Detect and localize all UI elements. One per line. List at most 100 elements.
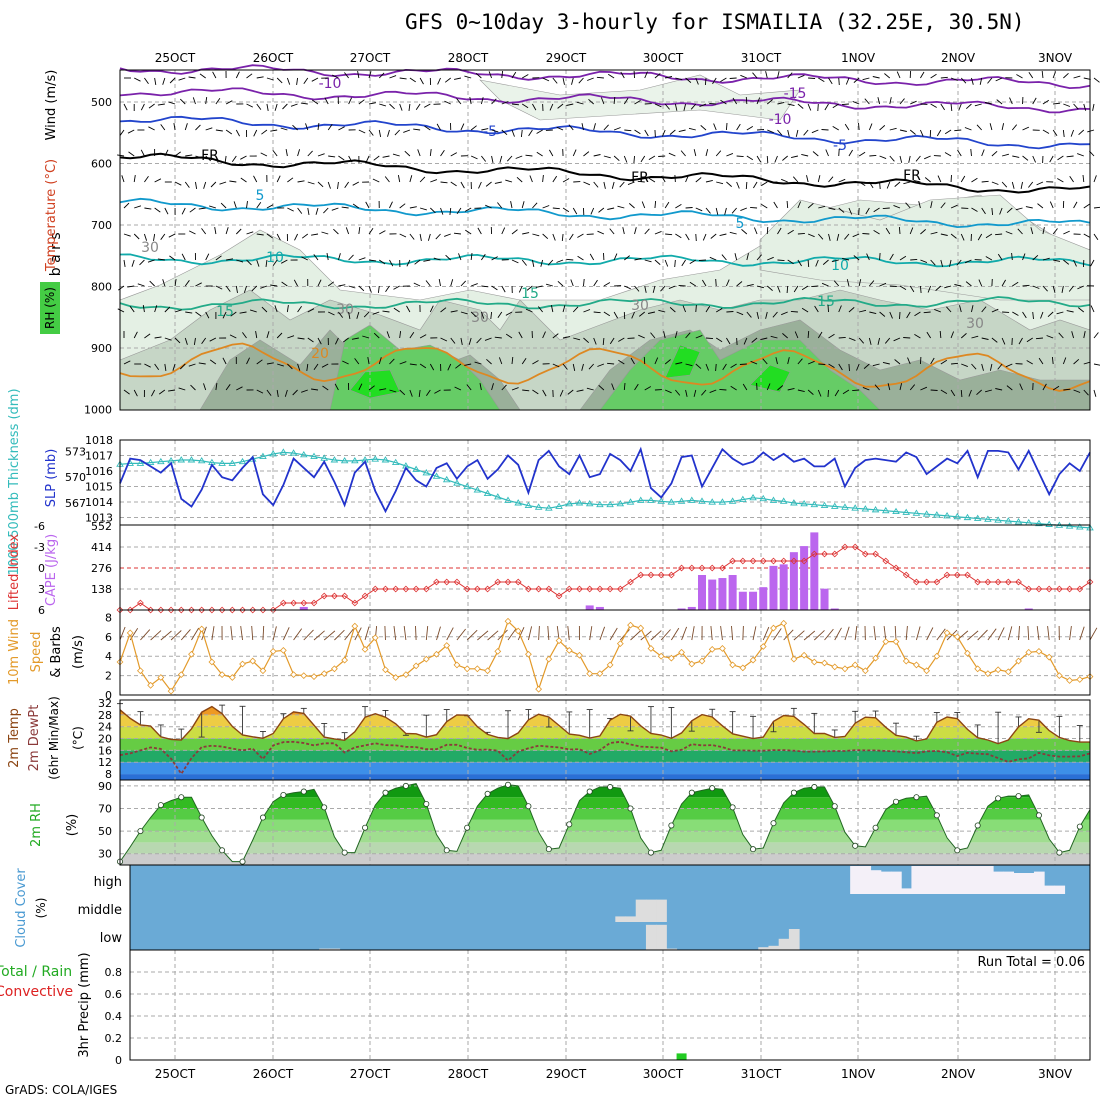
wind-barb	[797, 103, 804, 109]
wind-barb	[1092, 103, 1095, 111]
wind-barb	[450, 310, 458, 313]
wind-barb	[301, 233, 309, 239]
cape-axis-label: CAPE (J/kg)	[44, 534, 59, 606]
wind-barb	[195, 155, 203, 159]
wind-barb	[814, 305, 819, 313]
wind-speed-marker	[974, 665, 982, 673]
wind-barb	[511, 229, 518, 235]
wind-barb	[736, 181, 740, 189]
wind-barb	[762, 358, 768, 365]
wind-barb	[203, 181, 207, 189]
wind-barb	[270, 284, 278, 287]
wind-barb	[751, 337, 758, 343]
wind-barb	[209, 359, 217, 365]
wind-speed-marker	[1066, 677, 1073, 684]
wind-barb	[777, 71, 780, 79]
wind-barb	[817, 103, 819, 112]
wind-barb	[981, 207, 986, 215]
wind-barb	[981, 306, 987, 313]
wind-barb	[449, 207, 452, 215]
wind-barb	[413, 128, 421, 131]
wind-barb	[131, 259, 135, 267]
wind-barb	[588, 98, 594, 105]
wind-barb	[682, 305, 686, 313]
wind-barb	[365, 201, 370, 209]
wind-barb	[766, 99, 773, 105]
wind-barb	[134, 77, 141, 82]
wind-barb	[977, 233, 983, 241]
wind-barb	[794, 331, 799, 339]
thickness-marker	[769, 496, 778, 503]
precip-bar	[676, 1053, 687, 1060]
wind-speed-marker	[851, 661, 859, 669]
wind-barb	[480, 253, 486, 261]
wind-barb	[256, 259, 260, 267]
wind-barb	[648, 155, 656, 160]
wind-barb	[440, 149, 445, 157]
wind-speed-marker	[1015, 657, 1022, 665]
wind-barb	[732, 97, 738, 105]
thickness-marker	[259, 452, 267, 460]
wind-barb	[1012, 155, 1020, 158]
wind-barb	[276, 332, 283, 339]
rh-marker	[504, 781, 511, 788]
wind-barb	[1093, 206, 1100, 209]
wind-barb	[909, 285, 915, 293]
wind-speed-marker	[361, 646, 369, 653]
thickness-marker	[555, 502, 563, 509]
wind-barb	[995, 388, 1003, 391]
wind-barb	[997, 363, 1003, 370]
rh-band	[120, 853, 1090, 865]
lifted-index-marker	[994, 578, 1002, 586]
wind-barb	[971, 305, 974, 313]
wind-barb	[838, 207, 845, 213]
wind-speed-marker	[616, 640, 624, 647]
wind-speed-marker	[126, 629, 134, 637]
wind-barb-10m	[344, 628, 354, 641]
cloud-bar-high	[1033, 871, 1045, 894]
wind-barb	[511, 103, 520, 106]
wind-barb	[445, 254, 452, 261]
wind-barb	[846, 279, 850, 287]
wind-barb	[596, 76, 604, 79]
wind-barb	[991, 308, 999, 313]
wind-barb	[499, 155, 503, 163]
wind-barb-10m	[834, 627, 842, 641]
wind-barb	[188, 76, 196, 79]
cape-tick-label: 138	[91, 583, 112, 596]
wind-speed-marker	[504, 617, 512, 625]
wind-barb	[685, 332, 691, 339]
wind-barb-10m	[630, 630, 642, 641]
lifted-index-marker	[616, 585, 624, 593]
wind-barb	[389, 201, 393, 209]
wind-barb	[1049, 155, 1054, 163]
cloud-bar-middle	[635, 899, 647, 922]
wind-barb	[1009, 97, 1013, 105]
wind-barb	[753, 227, 758, 235]
wind-barb	[552, 77, 558, 84]
wind-barb	[777, 385, 784, 391]
wind-barb	[828, 176, 834, 183]
thickness-marker	[657, 497, 665, 504]
wind-barb	[787, 259, 794, 265]
wind-barb	[552, 233, 556, 241]
rh-marker	[443, 847, 450, 854]
wind-barb	[168, 101, 176, 105]
lifted-index-marker	[545, 585, 553, 593]
cloud-bar-low	[319, 948, 330, 950]
wind-barb	[368, 385, 375, 391]
slp-tick-label: 1014	[85, 496, 113, 509]
wind-barb	[372, 311, 380, 315]
wind-barb	[322, 385, 329, 391]
contour-label: 10	[831, 258, 849, 274]
wind-barb	[726, 152, 734, 157]
wind-barb-10m	[251, 625, 254, 641]
thickness-marker	[892, 507, 900, 515]
lifted-index-marker	[882, 557, 890, 565]
wind-speed-marker	[586, 670, 594, 678]
wind-barb	[685, 77, 692, 83]
wind-barb	[225, 129, 233, 135]
lifted-index-marker	[923, 578, 931, 586]
wind-barb	[256, 103, 262, 110]
lifted-index-marker	[147, 606, 155, 614]
